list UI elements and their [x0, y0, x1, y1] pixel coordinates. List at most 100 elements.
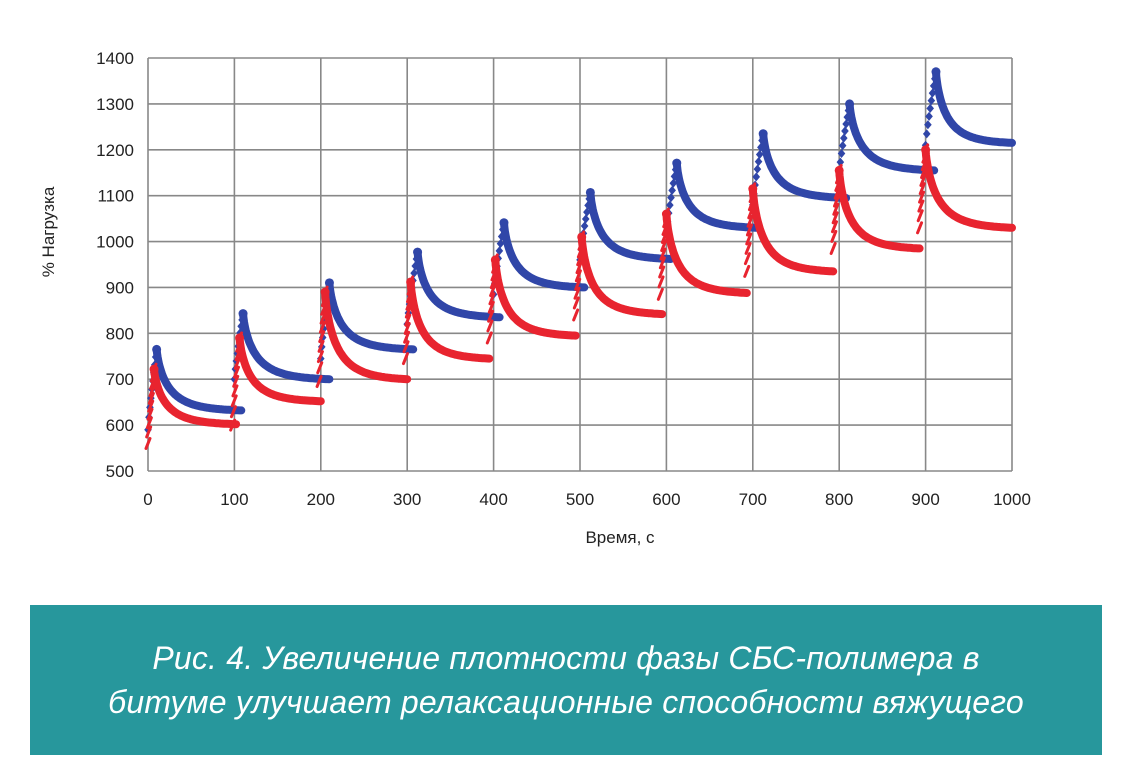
peak-point — [406, 277, 416, 287]
series-group — [144, 67, 1016, 450]
rise-point — [754, 157, 763, 167]
rise-point — [658, 265, 666, 279]
rise-point — [753, 164, 762, 174]
series-1-cycle-8 — [749, 129, 851, 210]
rise-point — [489, 284, 497, 298]
x-tick-label-300: 300 — [393, 490, 421, 509]
peak-point — [845, 99, 855, 109]
y-tick-label-1100: 1100 — [97, 187, 134, 206]
rise-point — [829, 241, 837, 255]
rise-point — [583, 207, 591, 217]
y-tick-label-1200: 1200 — [96, 141, 134, 160]
y-axis-title: % Нагрузка — [39, 186, 58, 277]
x-tick-label-200: 200 — [307, 490, 335, 509]
rise-point — [316, 350, 324, 364]
relaxation-curve — [500, 218, 589, 292]
rise-point — [745, 223, 753, 237]
rise-point — [659, 247, 667, 261]
relaxation-chart: 500 600 700 800 900 1000 1100 1200 1300 1400 0 100 2… — [39, 49, 1031, 547]
y-tick-label-800: 800 — [106, 324, 134, 343]
rise-point — [403, 330, 411, 344]
relaxation-curve — [672, 159, 762, 232]
relaxation-curve — [321, 288, 412, 384]
y-tick-label-900: 900 — [106, 278, 134, 297]
rise-point — [928, 88, 937, 98]
rise-point — [924, 120, 932, 130]
caption-line-2: битуме улучшает релаксационные способнос… — [108, 684, 1024, 720]
rise-point — [833, 194, 841, 208]
rise-point — [838, 141, 847, 151]
rise-point — [230, 374, 239, 384]
series-1-cycle-10 — [921, 67, 1016, 150]
rise-point — [410, 268, 418, 278]
series-2-cycle-6 — [572, 230, 667, 322]
rise-point — [404, 313, 412, 327]
rise-point — [574, 269, 582, 283]
x-tick-label-0: 0 — [143, 490, 152, 509]
relaxation-curve — [325, 278, 418, 354]
x-tick-label-900: 900 — [911, 490, 939, 509]
rise-point — [916, 209, 924, 223]
rise-point — [496, 239, 505, 249]
rise-point — [233, 356, 241, 370]
peak-point — [931, 67, 941, 77]
rise-point — [916, 221, 924, 235]
rise-point — [145, 425, 153, 439]
rise-point — [757, 142, 765, 152]
rise-point — [147, 391, 155, 405]
rise-point — [581, 214, 590, 224]
rise-point — [229, 418, 237, 432]
peak-point — [235, 333, 245, 343]
rise-point — [487, 309, 495, 323]
y-tick-label-600: 600 — [106, 416, 134, 435]
rise-point — [922, 129, 931, 139]
peak-point — [748, 184, 758, 194]
x-tick-label-100: 100 — [220, 490, 248, 509]
rise-point — [316, 361, 324, 375]
rise-point — [830, 229, 838, 243]
x-tick-label-600: 600 — [652, 490, 680, 509]
relaxation-curve — [239, 309, 334, 384]
series-2-cycle-3 — [315, 285, 412, 389]
rise-point — [836, 157, 845, 167]
rise-point — [574, 277, 582, 291]
relaxation-curve — [150, 365, 241, 429]
rise-point — [146, 407, 154, 421]
rise-point — [229, 405, 237, 419]
rise-point — [918, 182, 926, 196]
peak-point — [149, 364, 159, 374]
series-2-cycle-2 — [229, 331, 325, 432]
rise-point — [145, 416, 153, 430]
x-axis-title: Время, с — [585, 528, 655, 547]
rise-point — [148, 384, 156, 398]
rise-point — [660, 239, 668, 253]
relaxation-curve — [152, 345, 246, 415]
x-tick-label-800: 800 — [825, 490, 853, 509]
rise-point — [495, 246, 504, 256]
series-2-cycle-8 — [743, 182, 838, 278]
rise-point — [318, 320, 326, 334]
relaxation-curve — [406, 277, 494, 363]
rise-point — [656, 287, 664, 301]
rise-point — [744, 241, 752, 255]
rise-point — [403, 321, 411, 335]
relaxation-curve — [413, 248, 504, 322]
rise-point — [669, 178, 678, 188]
rise-point — [233, 365, 241, 379]
rise-point — [837, 149, 846, 159]
rise-point — [840, 133, 848, 143]
y-tick-label-1000: 1000 — [96, 233, 134, 252]
rise-point — [147, 399, 155, 413]
peak-point — [661, 209, 671, 219]
rise-point — [573, 286, 581, 300]
rise-point — [917, 199, 925, 213]
series-2-cycle-9 — [829, 163, 924, 255]
rise-point — [745, 232, 753, 246]
rise-point — [404, 305, 412, 319]
relaxation-curve — [759, 129, 851, 202]
series-2-cycle-4 — [401, 275, 494, 366]
peak-point — [585, 187, 595, 197]
rise-point — [144, 436, 152, 450]
rise-point — [746, 214, 754, 228]
peak-point — [834, 165, 844, 175]
